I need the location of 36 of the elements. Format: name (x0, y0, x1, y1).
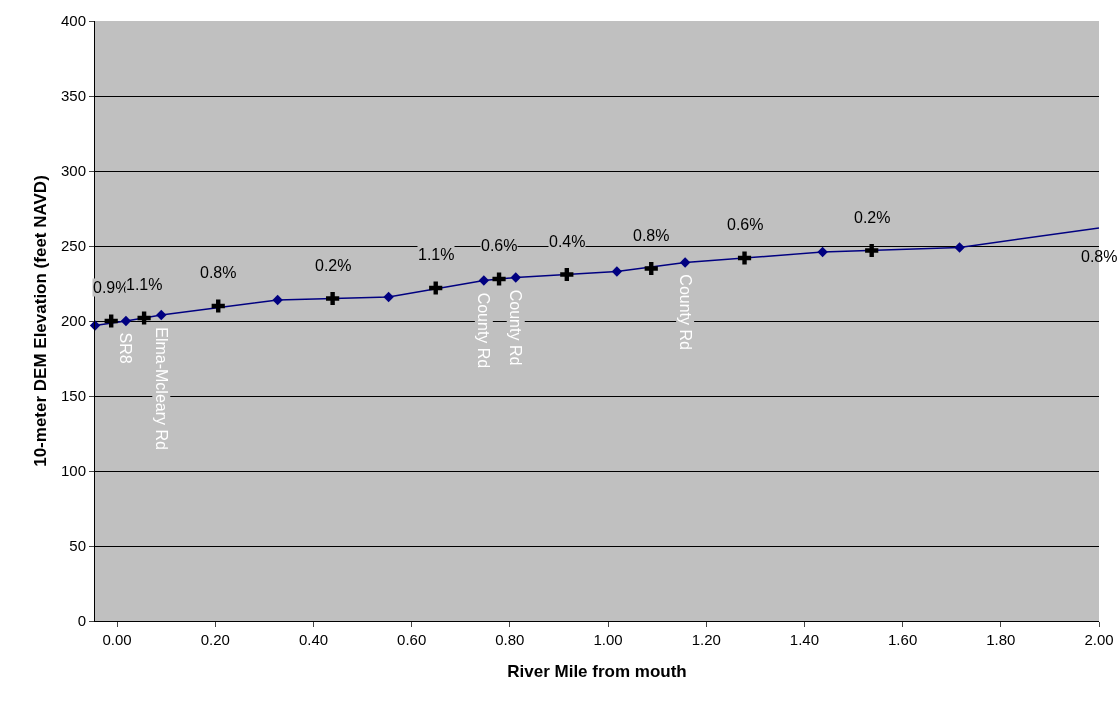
annotation: County Rd (507, 289, 525, 366)
annotation: County Rd (475, 292, 493, 369)
annotation: 0.6% (727, 216, 764, 233)
y-tick-label: 400 (60, 12, 86, 30)
annotation: 0.4% (549, 233, 586, 250)
annotation: 1.1% (418, 246, 455, 263)
y-tick-label: 100 (60, 462, 86, 480)
x-tick-label: 0.20 (200, 631, 230, 648)
x-tick-label: 0.40 (298, 631, 329, 648)
annotation: 0.2% (854, 209, 891, 226)
x-tick-label: 0.80 (495, 631, 525, 648)
x-tick-label: 0.60 (397, 631, 427, 648)
x-tick-label: 1.80 (986, 631, 1016, 648)
x-tick-label: 1.20 (691, 631, 721, 648)
x-tick-label: 2.00 (1084, 631, 1114, 648)
y-tick-label: 150 (60, 387, 86, 405)
x-tick-label: 0.00 (102, 631, 132, 648)
annotation: County Rd (676, 274, 694, 350)
annotation: 0.2% (315, 257, 352, 274)
annotation: 0.8% (200, 264, 237, 281)
y-axis-title: 10-meter DEM Elevation (feet NAVD) (30, 175, 50, 467)
annotation: 0.8% (1081, 248, 1117, 265)
x-tick-label: 1.40 (789, 631, 820, 648)
y-tick-label: 50 (69, 537, 86, 555)
annotation: SR8 (117, 332, 135, 364)
annotation: 0.8% (633, 227, 670, 244)
annotation: 0.6% (481, 237, 518, 254)
y-tick-label: 350 (60, 87, 86, 105)
y-tick-label: 0 (77, 612, 86, 630)
annotation: Elma-Mcleary Rd (152, 327, 170, 450)
y-tick-label: 250 (60, 237, 86, 255)
y-tick-label: 300 (60, 162, 86, 180)
x-tick-label: 1.00 (593, 631, 623, 648)
x-axis-title: River Mile from mouth (507, 662, 687, 682)
y-tick-label: 200 (60, 312, 86, 330)
x-tick-label: 1.60 (888, 631, 918, 648)
